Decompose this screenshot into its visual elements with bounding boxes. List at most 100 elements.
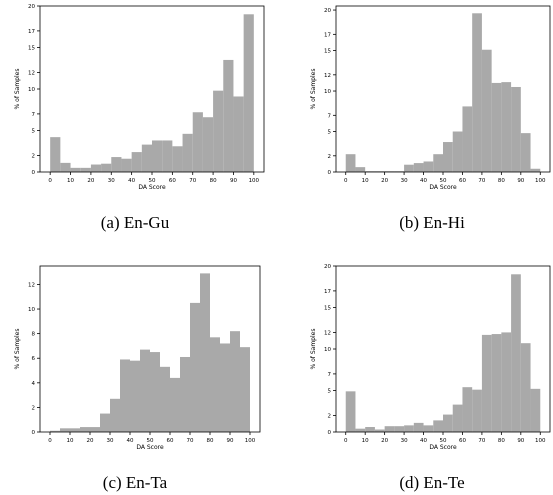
histogram-bar	[384, 426, 395, 432]
x-tick-label: 20	[87, 438, 94, 444]
y-tick-label: 10	[28, 307, 35, 313]
x-tick-label: 10	[67, 178, 74, 184]
histogram-bar	[404, 164, 414, 172]
histogram-bar	[50, 430, 60, 432]
x-axis-label: DA Score	[429, 184, 457, 191]
y-tick-label: 20	[324, 264, 331, 270]
y-tick-label: 0	[32, 170, 36, 176]
y-tick-label: 12	[324, 73, 331, 79]
histogram-bar	[101, 163, 112, 172]
histogram-bar	[491, 82, 502, 172]
histogram-bar	[121, 158, 132, 172]
x-tick-label: 0	[344, 178, 348, 184]
histogram-bar	[80, 167, 91, 172]
histogram-bar	[210, 337, 220, 432]
histogram-bar	[190, 302, 200, 432]
histogram-bar	[60, 162, 71, 172]
histogram-bar	[130, 360, 140, 432]
histogram-bar	[180, 356, 190, 432]
x-tick-label: 20	[87, 178, 94, 184]
panel-en-hi: (b) En-Hi 0 10 20 30 40 50 60 70 80 90 100 0 2 5 7 10 12…	[310, 5, 551, 232]
histogram-bar	[365, 171, 375, 172]
histogram-bar	[433, 154, 443, 172]
histogram-bar	[202, 117, 214, 172]
histogram-bar	[100, 413, 110, 432]
x-tick-label: 60	[167, 438, 174, 444]
y-tick-label: 20	[28, 4, 35, 10]
x-tick-label: 70	[187, 438, 194, 444]
histogram-bar	[141, 144, 152, 172]
y-tick-label: 2	[32, 405, 36, 411]
histogram-bar	[404, 425, 414, 432]
x-tick-label: 100	[245, 438, 256, 444]
y-axis-label: % of Samples	[310, 329, 317, 370]
x-tick-label: 0	[48, 178, 52, 184]
x-tick-label: 60	[169, 178, 176, 184]
y-tick-label: 15	[324, 49, 331, 55]
histogram-bar	[394, 171, 405, 172]
x-tick-label: 30	[107, 438, 114, 444]
histogram-bar	[355, 428, 366, 432]
x-axis-label: DA Score	[429, 444, 457, 451]
x-tick-label: 50	[440, 438, 447, 444]
x-tick-label: 40	[127, 438, 134, 444]
y-tick-label: 8	[32, 332, 36, 338]
x-tick-label: 30	[108, 178, 115, 184]
y-tick-label: 0	[32, 430, 36, 436]
histogram-bar	[443, 142, 453, 172]
histogram-bar	[365, 427, 375, 432]
histogram-bar	[50, 137, 61, 172]
y-tick-label: 5	[328, 130, 332, 136]
histogram-bar	[501, 82, 512, 172]
y-tick-label: 6	[32, 356, 36, 362]
y-tick-label: 2	[328, 154, 332, 160]
histogram-bar	[192, 112, 203, 172]
histogram-bar	[481, 49, 492, 173]
y-tick-label: 2	[32, 153, 36, 159]
panel-caption: (d) En-Te	[399, 473, 464, 492]
histogram-bar	[80, 427, 90, 432]
histogram-bar	[413, 163, 424, 172]
histogram-bar	[520, 133, 531, 172]
x-tick-label: 50	[149, 178, 156, 184]
y-tick-label: 17	[28, 29, 35, 35]
histogram-bar	[443, 414, 453, 432]
histogram-bar	[374, 429, 385, 432]
x-axis-label: DA Score	[138, 184, 166, 191]
histogram-bar	[160, 366, 170, 432]
histogram-bar	[182, 133, 193, 172]
y-tick-label: 4	[32, 381, 36, 387]
histogram-bar	[220, 343, 230, 432]
histogram-bar	[213, 90, 224, 172]
y-tick-label: 17	[324, 32, 331, 38]
histogram-bar	[384, 171, 395, 172]
histogram-bar	[345, 154, 356, 172]
histogram-bar	[355, 167, 366, 172]
histogram-bar	[131, 152, 142, 172]
x-tick-label: 90	[227, 438, 234, 444]
y-tick-label: 20	[324, 8, 331, 14]
y-tick-label: 15	[324, 306, 331, 312]
histogram-bar	[150, 352, 160, 432]
histogram-bar	[172, 146, 183, 172]
histogram-bar	[530, 388, 541, 432]
y-tick-label: 12	[28, 70, 35, 76]
x-tick-label: 20	[381, 438, 388, 444]
histogram-bar	[511, 274, 521, 432]
histogram-bar	[60, 428, 70, 432]
x-tick-label: 80	[498, 178, 505, 184]
x-tick-label: 70	[189, 178, 196, 184]
y-tick-label: 5	[328, 389, 332, 395]
histogram-bar	[423, 425, 434, 432]
histogram-bar	[170, 377, 180, 432]
x-tick-label: 70	[478, 178, 485, 184]
y-axis-label: % of Samples	[14, 329, 21, 370]
y-tick-label: 7	[328, 372, 332, 378]
histogram-bar	[70, 167, 81, 172]
x-tick-label: 30	[401, 438, 408, 444]
histogram-bar	[90, 164, 102, 172]
x-tick-label: 90	[517, 178, 524, 184]
x-axis-label: DA Score	[136, 444, 164, 451]
y-tick-label: 12	[324, 330, 331, 336]
